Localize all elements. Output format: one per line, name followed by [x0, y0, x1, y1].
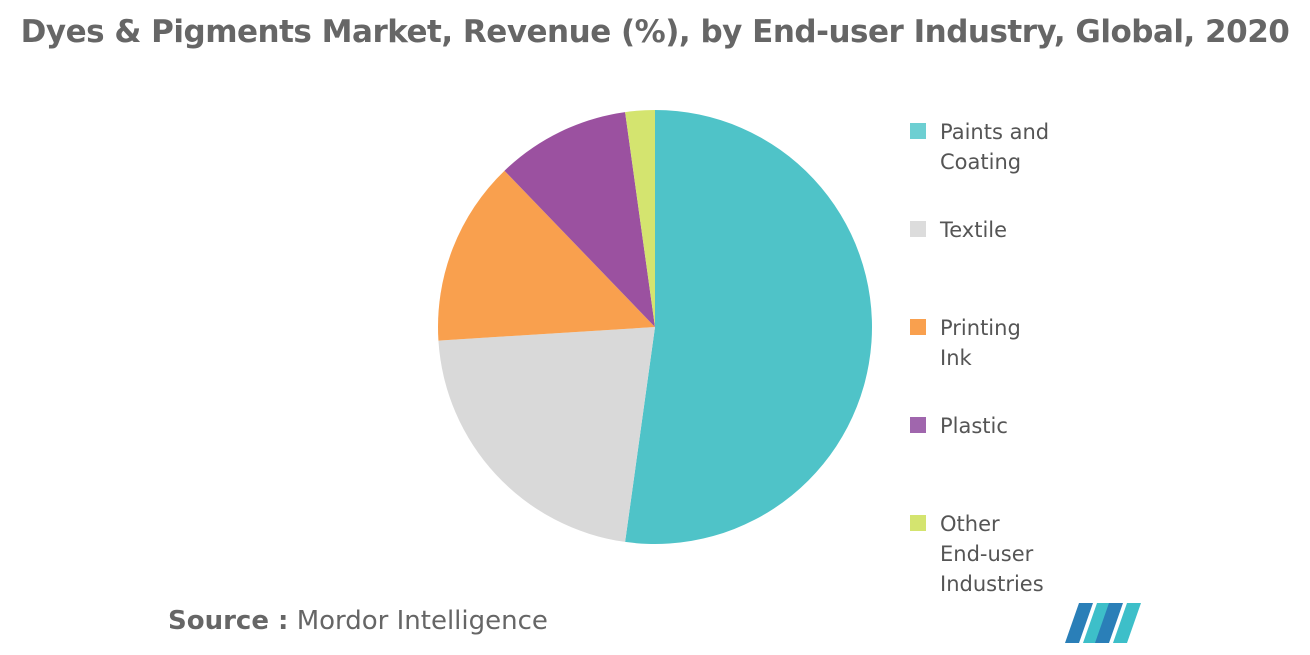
legend-item-other-end-user-industries: Other End-user Industries — [910, 509, 1044, 599]
source-note: Source : Mordor Intelligence — [168, 606, 548, 636]
legend-label: Plastic — [940, 414, 1008, 438]
pie-slice-plastic — [504, 112, 655, 327]
legend-swatch — [910, 417, 926, 433]
legend-label: Textile — [940, 218, 1008, 242]
legend: Paints and Coating Textile Printing Ink … — [910, 0, 1150, 620]
legend-swatch — [910, 515, 926, 531]
legend-swatch — [910, 221, 926, 237]
chart-title: Dyes & Pigments Market, Revenue (%), by … — [20, 14, 1290, 50]
legend-item-paints-and-coating: Paints and Coating — [910, 117, 1049, 177]
source-text: Mordor Intelligence — [296, 606, 548, 636]
pie-slice-other-end-user-industries — [625, 110, 655, 327]
legend-item-printing-ink: Printing Ink — [910, 313, 1021, 373]
logo-shape-mid2 — [1095, 603, 1123, 643]
logo-shape-right — [1113, 603, 1141, 643]
legend-label: Printing Ink — [940, 316, 1021, 370]
legend-item-textile: Textile — [910, 215, 1007, 245]
pie-slice-textile — [438, 327, 655, 542]
legend-swatch — [910, 123, 926, 139]
legend-swatch — [910, 319, 926, 335]
logo-shape-mid — [1083, 603, 1111, 643]
legend-item-plastic: Plastic — [910, 411, 1008, 441]
pie-slice-printing-ink — [437, 170, 655, 341]
legend-label: Paints and Coating — [940, 120, 1050, 174]
logo-shape-left — [1065, 603, 1093, 643]
legend-label: Other End-user Industries — [940, 512, 1044, 596]
source-prefix: Source : — [168, 606, 289, 636]
mordor-intelligence-logo — [1065, 603, 1141, 643]
pie-slice-paints-and-coating — [625, 110, 873, 544]
